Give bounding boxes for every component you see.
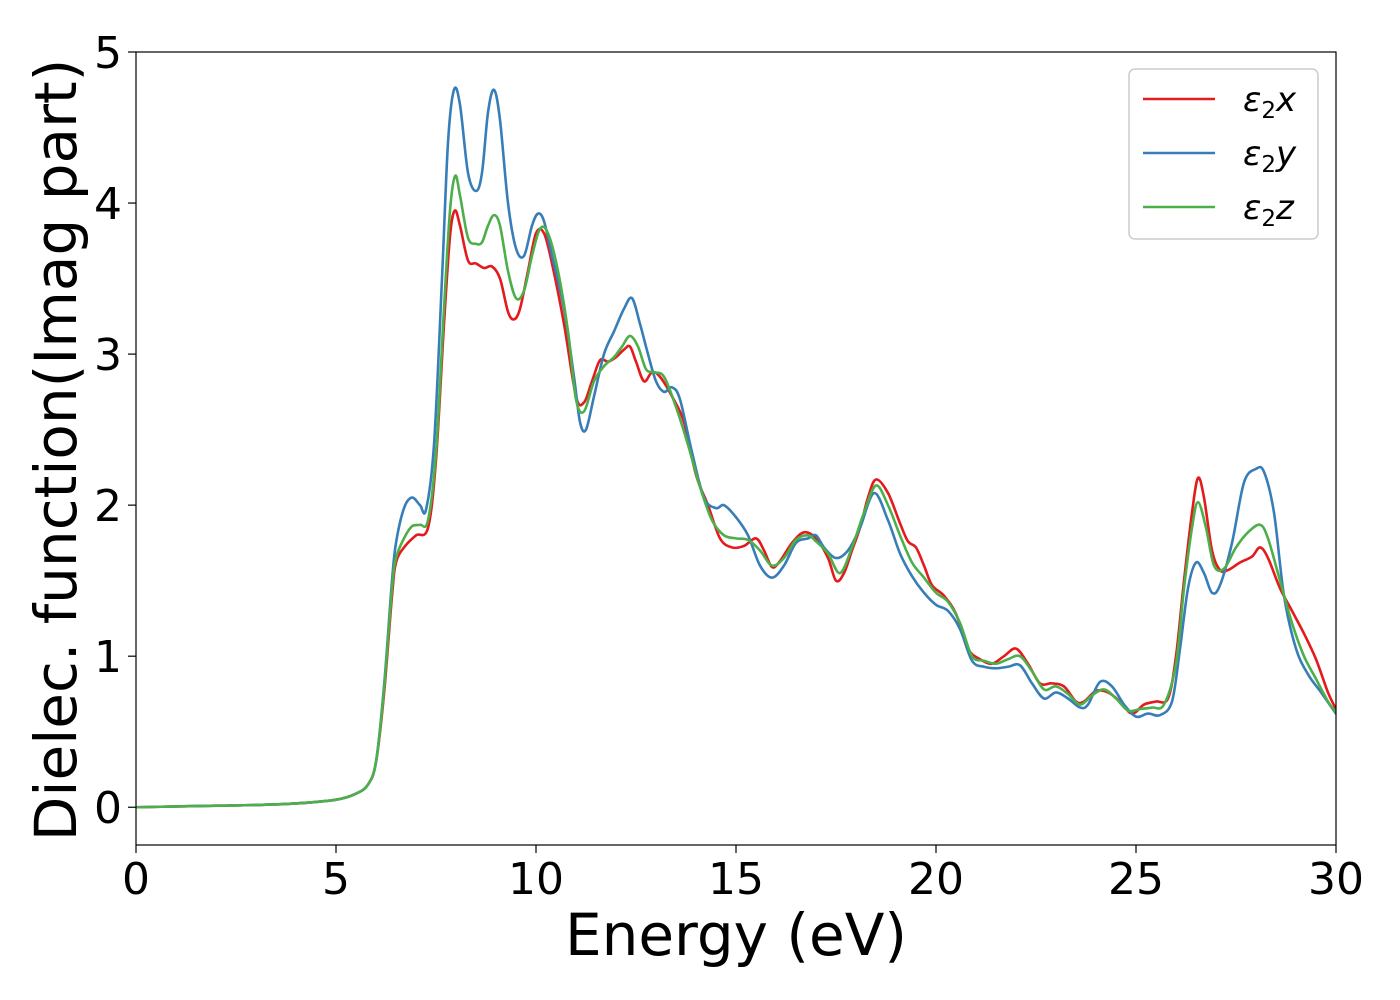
x-tick-label: 10: [508, 854, 564, 905]
y-tick-label: 4: [94, 179, 122, 230]
legend-label-x: ε2x: [1243, 80, 1297, 124]
x-tick-label: 20: [908, 854, 964, 905]
y-tick-label: 5: [94, 28, 122, 79]
series-line-y: [136, 86, 1336, 809]
y-tick-label: 0: [94, 783, 122, 834]
y-axis: 0 1 2 3 4 5: [94, 28, 136, 834]
x-tick-label: 0: [122, 854, 150, 905]
legend-label-y: ε2y: [1243, 134, 1297, 178]
y-tick-label: 2: [94, 481, 122, 532]
legend: ε2x ε2y ε2z: [1128, 68, 1319, 240]
legend-label-z: ε2z: [1243, 188, 1295, 232]
y-tick-label: 1: [94, 632, 122, 683]
x-tick-label: 15: [708, 854, 764, 905]
x-tick-label: 30: [1308, 854, 1364, 905]
x-tick-label: 5: [322, 854, 350, 905]
y-axis-label: Dielec. function(Imag part): [22, 59, 90, 842]
legend-box: [1128, 68, 1319, 240]
series-layer: [136, 86, 1336, 809]
series-line-z: [136, 174, 1336, 809]
x-axis: 0 5 10 15 20 25 30: [122, 845, 1364, 905]
y-tick-label: 3: [94, 330, 122, 381]
x-tick-label: 25: [1108, 854, 1164, 905]
x-axis-label: Energy (eV): [565, 901, 907, 969]
